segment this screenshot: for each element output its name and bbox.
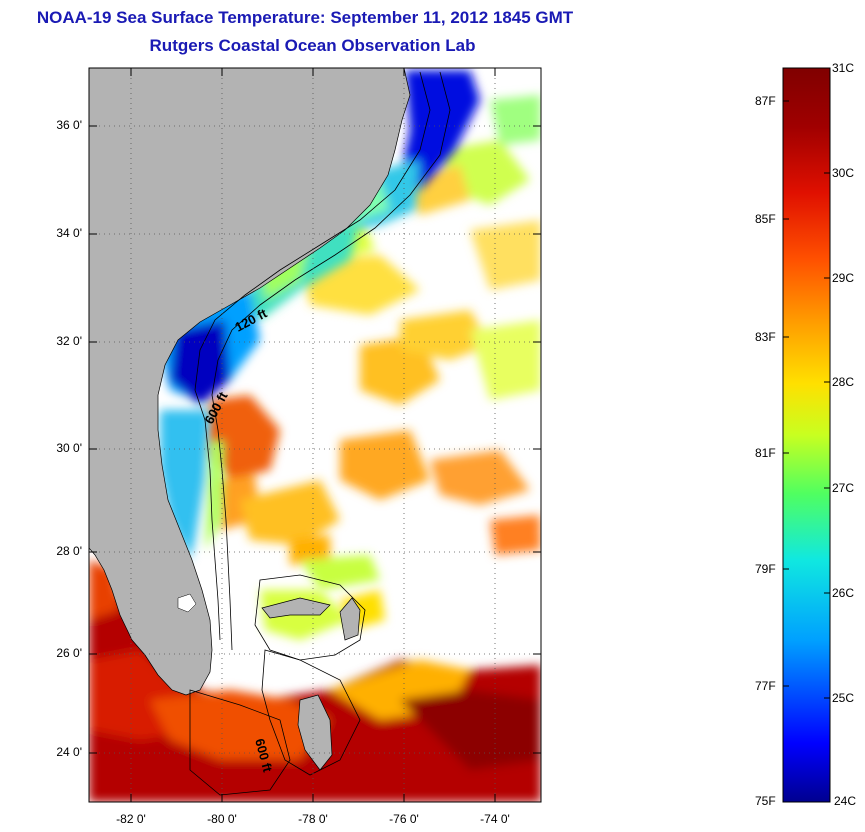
colorbar-label-79f: 79F xyxy=(755,562,776,576)
colorbar-ticks xyxy=(783,100,830,699)
lat-label-28: 28 0' xyxy=(56,544,82,558)
colorbar xyxy=(782,67,831,803)
lon-label-82: -82 0' xyxy=(116,812,146,826)
map-frame xyxy=(88,67,542,803)
colorbar-label-29c: 29C xyxy=(832,271,855,285)
map-title: NOAA-19 Sea Surface Temperature: Septemb… xyxy=(36,8,574,27)
sst-offshore xyxy=(205,95,541,590)
colorbar-label-26c: 26C xyxy=(832,586,855,600)
map-frame-ticks xyxy=(89,68,541,802)
colorbar-label-24c: 24C xyxy=(834,794,857,808)
lon-label-80: -80 0' xyxy=(207,812,237,826)
land-lake-okeechobee xyxy=(177,593,197,613)
map-plot-area: 120 ft 600 ft 600 ft xyxy=(89,68,541,802)
lon-label-76: -76 0' xyxy=(389,812,419,826)
colorbar-label-77f: 77F xyxy=(755,679,776,693)
colorbar-label-28c: 28C xyxy=(832,375,855,389)
land-andros xyxy=(297,694,333,771)
lat-label-36: 36 0' xyxy=(56,118,82,132)
isobath-contours xyxy=(189,71,451,796)
graticule xyxy=(89,68,541,802)
colorbar-label-25c: 25C xyxy=(832,691,855,705)
colorbar-label-87f: 87F xyxy=(755,94,776,108)
colorbar-label-85f: 85F xyxy=(755,212,776,226)
lat-label-30: 30 0' xyxy=(56,441,82,455)
colorbar-label-27c: 27C xyxy=(832,481,855,495)
colorbar-label-75f: 75F xyxy=(755,794,776,808)
land-mainland xyxy=(89,68,411,696)
lon-label-74: -74 0' xyxy=(480,812,510,826)
land-abaco xyxy=(339,597,361,641)
colorbar-label-81f: 81F xyxy=(755,446,776,460)
lat-label-26: 26 0' xyxy=(56,646,82,660)
lat-label-24: 24 0' xyxy=(56,745,82,759)
lon-label-78: -78 0' xyxy=(298,812,328,826)
colorbar-label-31c: 31C xyxy=(832,61,855,75)
lat-label-34: 34 0' xyxy=(56,226,82,240)
lat-label-32: 32 0' xyxy=(56,334,82,348)
map-subtitle: Rutgers Coastal Ocean Observation Lab xyxy=(149,36,476,55)
colorbar-label-83f: 83F xyxy=(755,330,776,344)
colorbar-label-30c: 30C xyxy=(832,166,855,180)
